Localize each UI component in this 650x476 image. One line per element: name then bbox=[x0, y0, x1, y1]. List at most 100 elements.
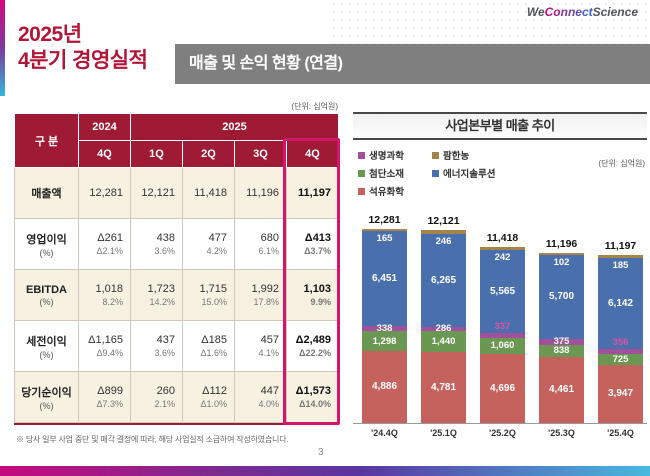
cell-pct: 2.1% bbox=[154, 399, 175, 409]
page-number: 3 bbox=[318, 447, 324, 458]
segment-첨단소재: 725 bbox=[598, 353, 643, 365]
cell-value: 1,992 17.8% bbox=[234, 269, 287, 321]
segment-value-label: 4,461 bbox=[548, 384, 575, 396]
cell-value: Δ2,489 Δ22.2% bbox=[285, 320, 340, 372]
segment-value-label: 337 bbox=[494, 320, 511, 332]
segment-생명과학: 286 bbox=[421, 323, 466, 335]
segment-에너지솔루션: 185 6,142 bbox=[598, 257, 643, 349]
segment-생명과학: 375 bbox=[539, 337, 584, 347]
table-row: 당기순이익 (%) Δ899 Δ7.3% 260 2.1% Δ112 Δ1.0% 447 4.0%… bbox=[14, 371, 340, 423]
cell-value: 680 6.1% bbox=[234, 218, 287, 270]
segment-첨단소재: 1,440 bbox=[421, 330, 466, 353]
table-unit-label: (단위: 십억원) bbox=[291, 102, 338, 111]
cell-pct: Δ1.6% bbox=[200, 348, 227, 358]
segment-value-label: 4,886 bbox=[371, 381, 398, 393]
farm-value-label: 185 bbox=[612, 259, 629, 271]
bar-total-label: 12,121 bbox=[427, 215, 460, 228]
farm-value-label: 102 bbox=[553, 256, 570, 268]
row-label: 매출액 bbox=[14, 167, 79, 219]
cell-pct: Δ2.1% bbox=[96, 246, 123, 256]
segment-생명과학: 356 bbox=[598, 337, 643, 354]
row-label: EBITDA (%) bbox=[14, 269, 79, 321]
page-title-line1: 2025년 bbox=[18, 23, 82, 46]
bar-total-label: 11,197 bbox=[604, 239, 637, 252]
cell-value: 438 3.6% bbox=[130, 218, 183, 270]
legend-item-첨단소재: 첨단소재 bbox=[358, 166, 432, 180]
cell-value: 477 4.2% bbox=[182, 218, 235, 270]
x-axis-label: '25.1Q bbox=[430, 428, 457, 438]
segment-팜한농 bbox=[421, 230, 466, 235]
page-title-line2: 4분기 경영실적 bbox=[18, 48, 148, 72]
bar-'25.2Q: 11,418 242 5,565 337 1,060 4,696 bbox=[480, 232, 525, 423]
bar-'25.1Q: 12,121 246 6,265 286 1,440 4,781 bbox=[421, 215, 466, 423]
segment-생명과학: 337 bbox=[480, 321, 525, 338]
logo-connect: Connect bbox=[544, 5, 593, 19]
segment-value-label: 4,696 bbox=[489, 382, 516, 394]
legend-label: 첨단소재 bbox=[369, 169, 404, 180]
segment-첨단소재: 1,298 bbox=[362, 331, 407, 351]
results-table: 구 분 2024 2025 4Q 1Q 2Q 3Q 4Q 매출액 12,281 12,121… bbox=[14, 113, 340, 423]
table-row: EBITDA (%) 1,018 8.2% 1,723 14.2% 1,715 15.0% 1,… bbox=[14, 269, 340, 321]
row-label-sub: (%) bbox=[39, 349, 54, 360]
segment-팜한농 bbox=[539, 253, 584, 255]
legend-item-석유화학: 석유화학 bbox=[358, 184, 432, 198]
bar-total-label: 12,281 bbox=[368, 213, 401, 226]
x-axis-label: '24.4Q bbox=[371, 428, 398, 438]
segment-value-label: 286 bbox=[435, 323, 452, 335]
x-axis-label: '25.3Q bbox=[548, 428, 575, 438]
page-title: 2025년 4분기 경영실적 bbox=[18, 22, 148, 73]
cell-value: Δ1,573 Δ14.0% bbox=[285, 371, 340, 423]
segment-팜한농 bbox=[480, 246, 525, 251]
header-quarter-0: 4Q bbox=[78, 140, 131, 168]
segment-value-label: 6,451 bbox=[371, 273, 398, 285]
segment-value-label: 6,142 bbox=[607, 297, 634, 309]
legend-label: 석유화학 bbox=[369, 187, 404, 198]
legend-label: 팜한농 bbox=[443, 151, 470, 162]
segment-팜한농 bbox=[362, 228, 407, 232]
farm-value-label: 165 bbox=[376, 233, 393, 245]
quarter-header-row: 4Q 1Q 2Q 3Q 4Q bbox=[15, 140, 340, 168]
left-accent-bar bbox=[0, 0, 5, 96]
cell-pct: Δ9.4% bbox=[96, 348, 123, 358]
segment-석유화학: 4,461 bbox=[539, 356, 584, 423]
cell-pct: 6.1% bbox=[258, 246, 279, 256]
bar-'25.4Q: 11,197 185 6,142 356 725 3,947 bbox=[598, 240, 643, 423]
farm-value-label: 242 bbox=[494, 252, 511, 264]
row-label: 당기순이익 (%) bbox=[14, 371, 79, 423]
segment-value-label: 4,781 bbox=[430, 382, 457, 394]
cell-value: 1,723 14.2% bbox=[130, 269, 183, 321]
footnote: ※ 당사 일부 사업 중단 및 매각 결정에 따라, 해당 사업실적 소급하여 … bbox=[16, 435, 289, 444]
cell-pct: Δ3.7% bbox=[304, 246, 332, 256]
cell-value: 1,715 15.0% bbox=[182, 269, 235, 321]
legend-item-팜한농: 팜한농 bbox=[432, 148, 552, 162]
cell-pct: 8.2% bbox=[102, 297, 123, 307]
row-label-sub: (%) bbox=[39, 400, 54, 411]
header-quarter-1: 1Q bbox=[130, 140, 183, 168]
segment-value-label: 1,298 bbox=[372, 335, 397, 347]
legend-label: 에너지솔루션 bbox=[443, 169, 496, 180]
chart-unit-label: (단위: 십억원) bbox=[598, 159, 645, 168]
segment-첨단소재: 838 bbox=[539, 344, 584, 357]
segment-value-label: 838 bbox=[553, 345, 570, 357]
cell-pct: 3.6% bbox=[154, 246, 175, 256]
cell-value: 447 4.0% bbox=[234, 371, 287, 423]
cell-pct: 4.1% bbox=[258, 348, 279, 358]
logo-we: We bbox=[526, 5, 545, 19]
row-label-sub: (%) bbox=[39, 296, 54, 307]
cell-pct: 3.6% bbox=[154, 348, 175, 358]
legend-label: 생명과학 bbox=[369, 151, 404, 162]
cell-pct: 4.2% bbox=[206, 246, 227, 256]
cell-value: 11,196 bbox=[234, 167, 287, 219]
cell-pct: 14.2% bbox=[149, 297, 175, 307]
segment-석유화학: 4,696 bbox=[480, 353, 525, 423]
segment-에너지솔루션: 242 5,565 bbox=[480, 250, 525, 333]
segment-value-label: 3,947 bbox=[607, 388, 634, 400]
bar-'25.3Q: 11,196 102 5,700 375 838 4,461 bbox=[539, 238, 584, 423]
row-label: 영업이익 (%) bbox=[14, 218, 79, 270]
cell-pct: 17.8% bbox=[253, 297, 279, 307]
segment-석유화학: 3,947 bbox=[598, 364, 643, 423]
header-quarter-3: 3Q bbox=[234, 140, 287, 168]
cell-pct: Δ14.0% bbox=[299, 399, 332, 409]
